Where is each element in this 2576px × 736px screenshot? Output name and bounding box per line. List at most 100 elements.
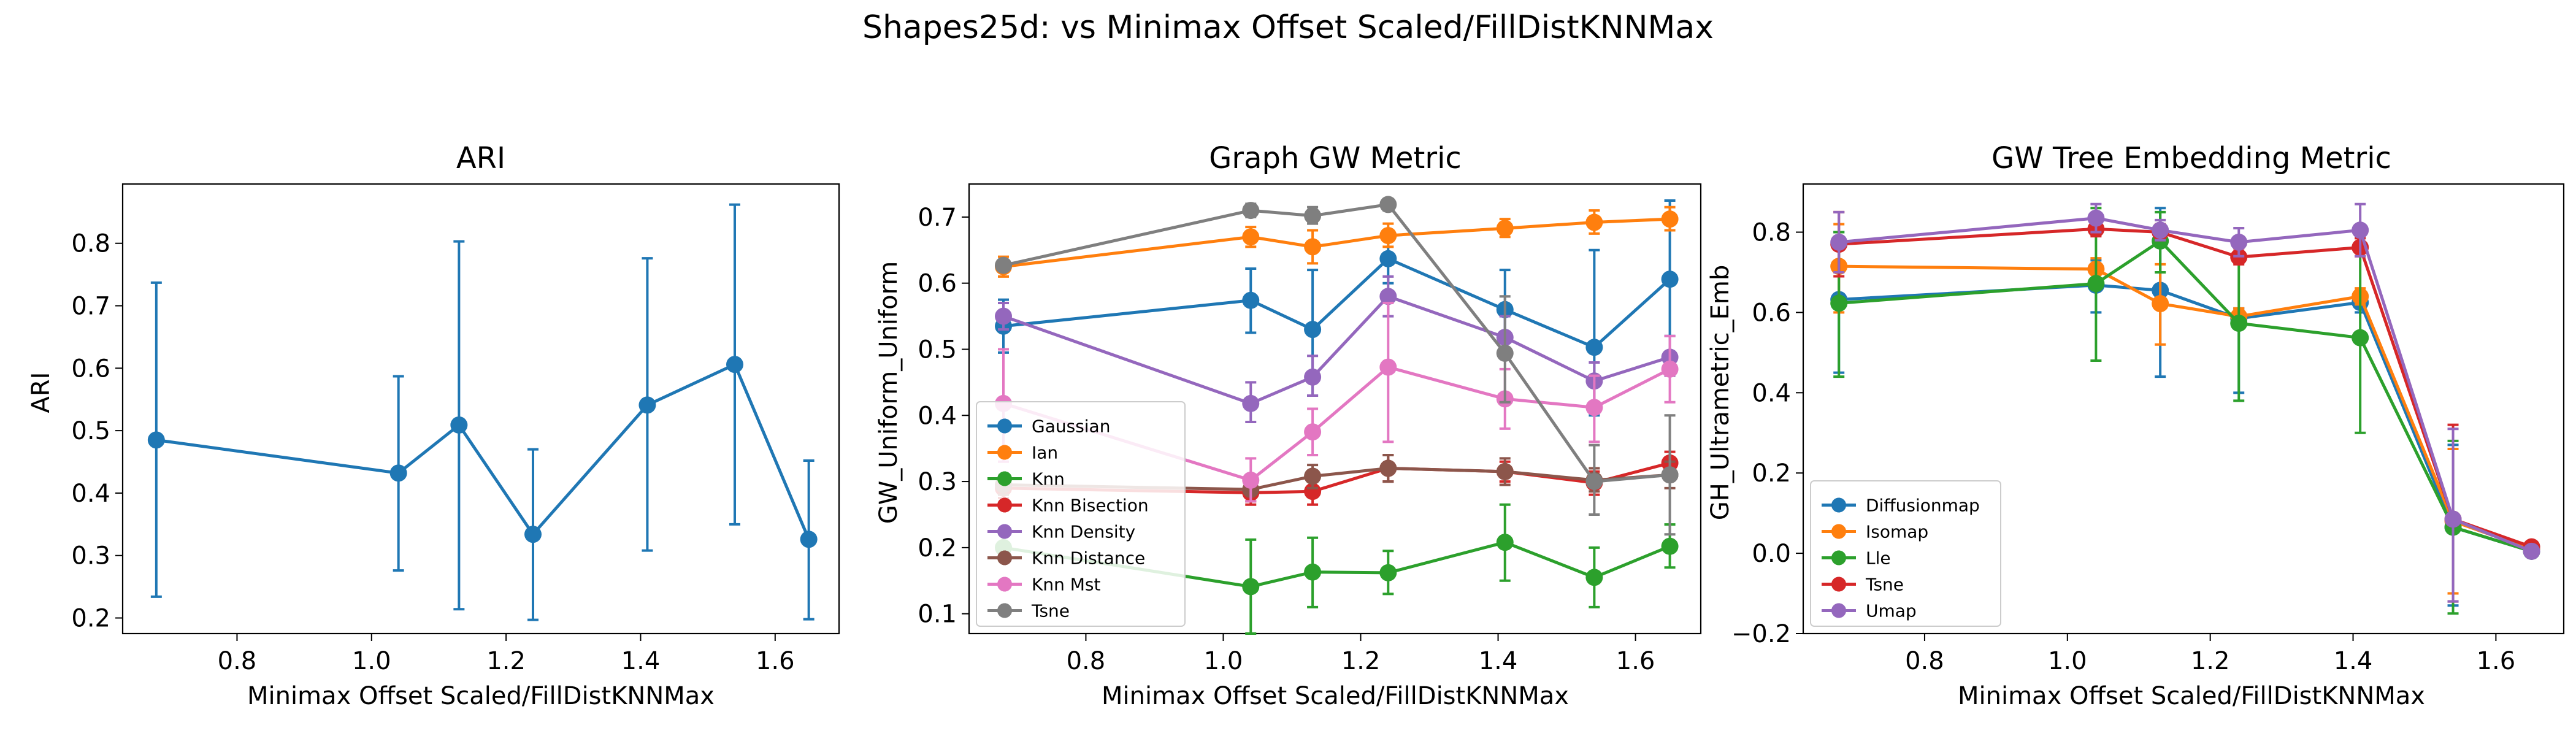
x-tick-label: 1.0: [352, 647, 391, 675]
data-point: [1496, 344, 1514, 362]
data-point: [1585, 213, 1603, 231]
data-point: [1304, 238, 1322, 256]
data-point: [800, 531, 818, 548]
data-point: [1496, 462, 1514, 480]
data-point: [1304, 207, 1322, 224]
data-point: [2152, 221, 2169, 239]
legend-label: Knn Density: [1032, 522, 1135, 542]
x-tick-label: 1.6: [2477, 647, 2516, 675]
y-tick-label: 0.3: [71, 542, 110, 570]
legend-label: Knn: [1032, 469, 1065, 489]
data-point: [450, 416, 468, 434]
legend-marker: [997, 524, 1012, 539]
legend-marker: [997, 577, 1012, 592]
data-point: [2352, 329, 2369, 347]
panel-title: ARI: [456, 141, 505, 175]
data-point: [1661, 537, 1679, 555]
legend-marker: [1831, 524, 1846, 539]
data-point: [1379, 358, 1397, 376]
data-point: [1379, 250, 1397, 267]
x-axis-label: Minimax Offset Scaled/FillDistKNNMax: [247, 682, 715, 710]
y-tick-label: 0.5: [918, 335, 957, 364]
data-point: [1830, 294, 1848, 312]
series-main: [147, 203, 818, 621]
data-point: [1585, 339, 1603, 356]
x-tick-label: 1.0: [1204, 647, 1243, 675]
data-point: [1304, 423, 1322, 441]
panel-title: GW Tree Embedding Metric: [1991, 141, 2391, 175]
data-point: [1379, 288, 1397, 305]
x-axis-label: Minimax Offset Scaled/FillDistKNNMax: [1958, 682, 2425, 710]
legend-label: Gaussian: [1032, 416, 1110, 437]
data-point: [1379, 196, 1397, 213]
x-tick-label: 1.6: [756, 647, 795, 675]
data-point: [1242, 578, 1260, 596]
y-axis-label: ARI: [27, 372, 55, 413]
y-tick-label: 0.7: [71, 293, 110, 321]
y-tick-label: 0.7: [918, 204, 957, 232]
legend-label: Knn Distance: [1032, 548, 1145, 569]
y-tick-label: 0.2: [1752, 459, 1791, 488]
legend-label: Lle: [1866, 548, 1891, 569]
data-point: [1585, 569, 1603, 586]
legend-marker: [997, 550, 1012, 565]
series-ian: [995, 205, 1679, 278]
y-tick-label: 0.5: [71, 417, 110, 445]
data-point: [995, 256, 1013, 274]
legend-label: Knn Bisection: [1032, 496, 1149, 516]
data-point: [1661, 210, 1679, 228]
data-point: [1242, 394, 1260, 412]
x-tick-label: 1.2: [2191, 647, 2230, 675]
series-line: [1003, 294, 1671, 405]
x-axis-label: Minimax Offset Scaled/FillDistKNNMax: [1102, 682, 1569, 710]
data-point: [1661, 270, 1679, 288]
legend: Gaussian Ian Knn Knn Bisection Knn Density Kn…: [976, 401, 1186, 627]
data-point: [1661, 360, 1679, 378]
legend-label: Tsne: [1865, 575, 1904, 595]
legend-label: Ian: [1032, 443, 1058, 463]
data-point: [1242, 471, 1260, 489]
y-tick-label: 0.4: [71, 480, 110, 508]
data-point: [1242, 291, 1260, 309]
y-tick-label: 0.0: [1752, 540, 1791, 568]
data-point: [147, 431, 165, 449]
series-gaussian: [995, 199, 1679, 417]
data-point: [2230, 233, 2248, 251]
data-point: [2523, 542, 2540, 560]
series-tsne: [995, 196, 1679, 536]
legend-label: Tsne: [1031, 601, 1070, 621]
data-point: [1304, 321, 1322, 339]
legend-frame: [976, 401, 1186, 627]
series-umap: [1830, 202, 2540, 603]
y-tick-label: 0.3: [918, 468, 957, 496]
data-point: [1496, 220, 1514, 237]
data-point: [1585, 473, 1603, 491]
legend-label: Umap: [1866, 601, 1917, 621]
data-point: [1242, 228, 1260, 246]
y-tick-label: 0.6: [918, 270, 957, 298]
data-point: [389, 464, 407, 482]
x-tick-label: 1.2: [1341, 647, 1381, 675]
x-tick-label: 1.4: [1479, 647, 1518, 675]
y-tick-label: 0.8: [71, 230, 110, 258]
plot-frame: [1802, 183, 2565, 635]
y-tick-label: 0.4: [1752, 379, 1791, 407]
y-tick-label: 0.2: [918, 534, 957, 562]
data-point: [2352, 221, 2369, 239]
y-axis-label: GW_Uniform_Uniform: [875, 261, 903, 524]
legend: Diffusionmap Isomap Lle Tsne Umap: [1810, 480, 2001, 627]
data-point: [1242, 202, 1260, 220]
legend-label: Isomap: [1866, 522, 1928, 542]
data-point: [2087, 209, 2105, 227]
x-tick-label: 0.8: [218, 647, 257, 675]
x-tick-label: 1.2: [486, 647, 526, 675]
data-point: [2087, 275, 2105, 293]
panel-gw-tree: GW Tree Embedding Metric Minimax Offset …: [1706, 141, 2565, 710]
y-tick-label: 0.1: [918, 600, 957, 629]
y-tick-label: 0.6: [1752, 299, 1791, 327]
legend-marker: [997, 497, 1012, 513]
data-point: [2444, 510, 2462, 528]
plot-frame: [968, 183, 1702, 635]
legend-marker: [1831, 603, 1846, 618]
data-point: [995, 307, 1013, 325]
